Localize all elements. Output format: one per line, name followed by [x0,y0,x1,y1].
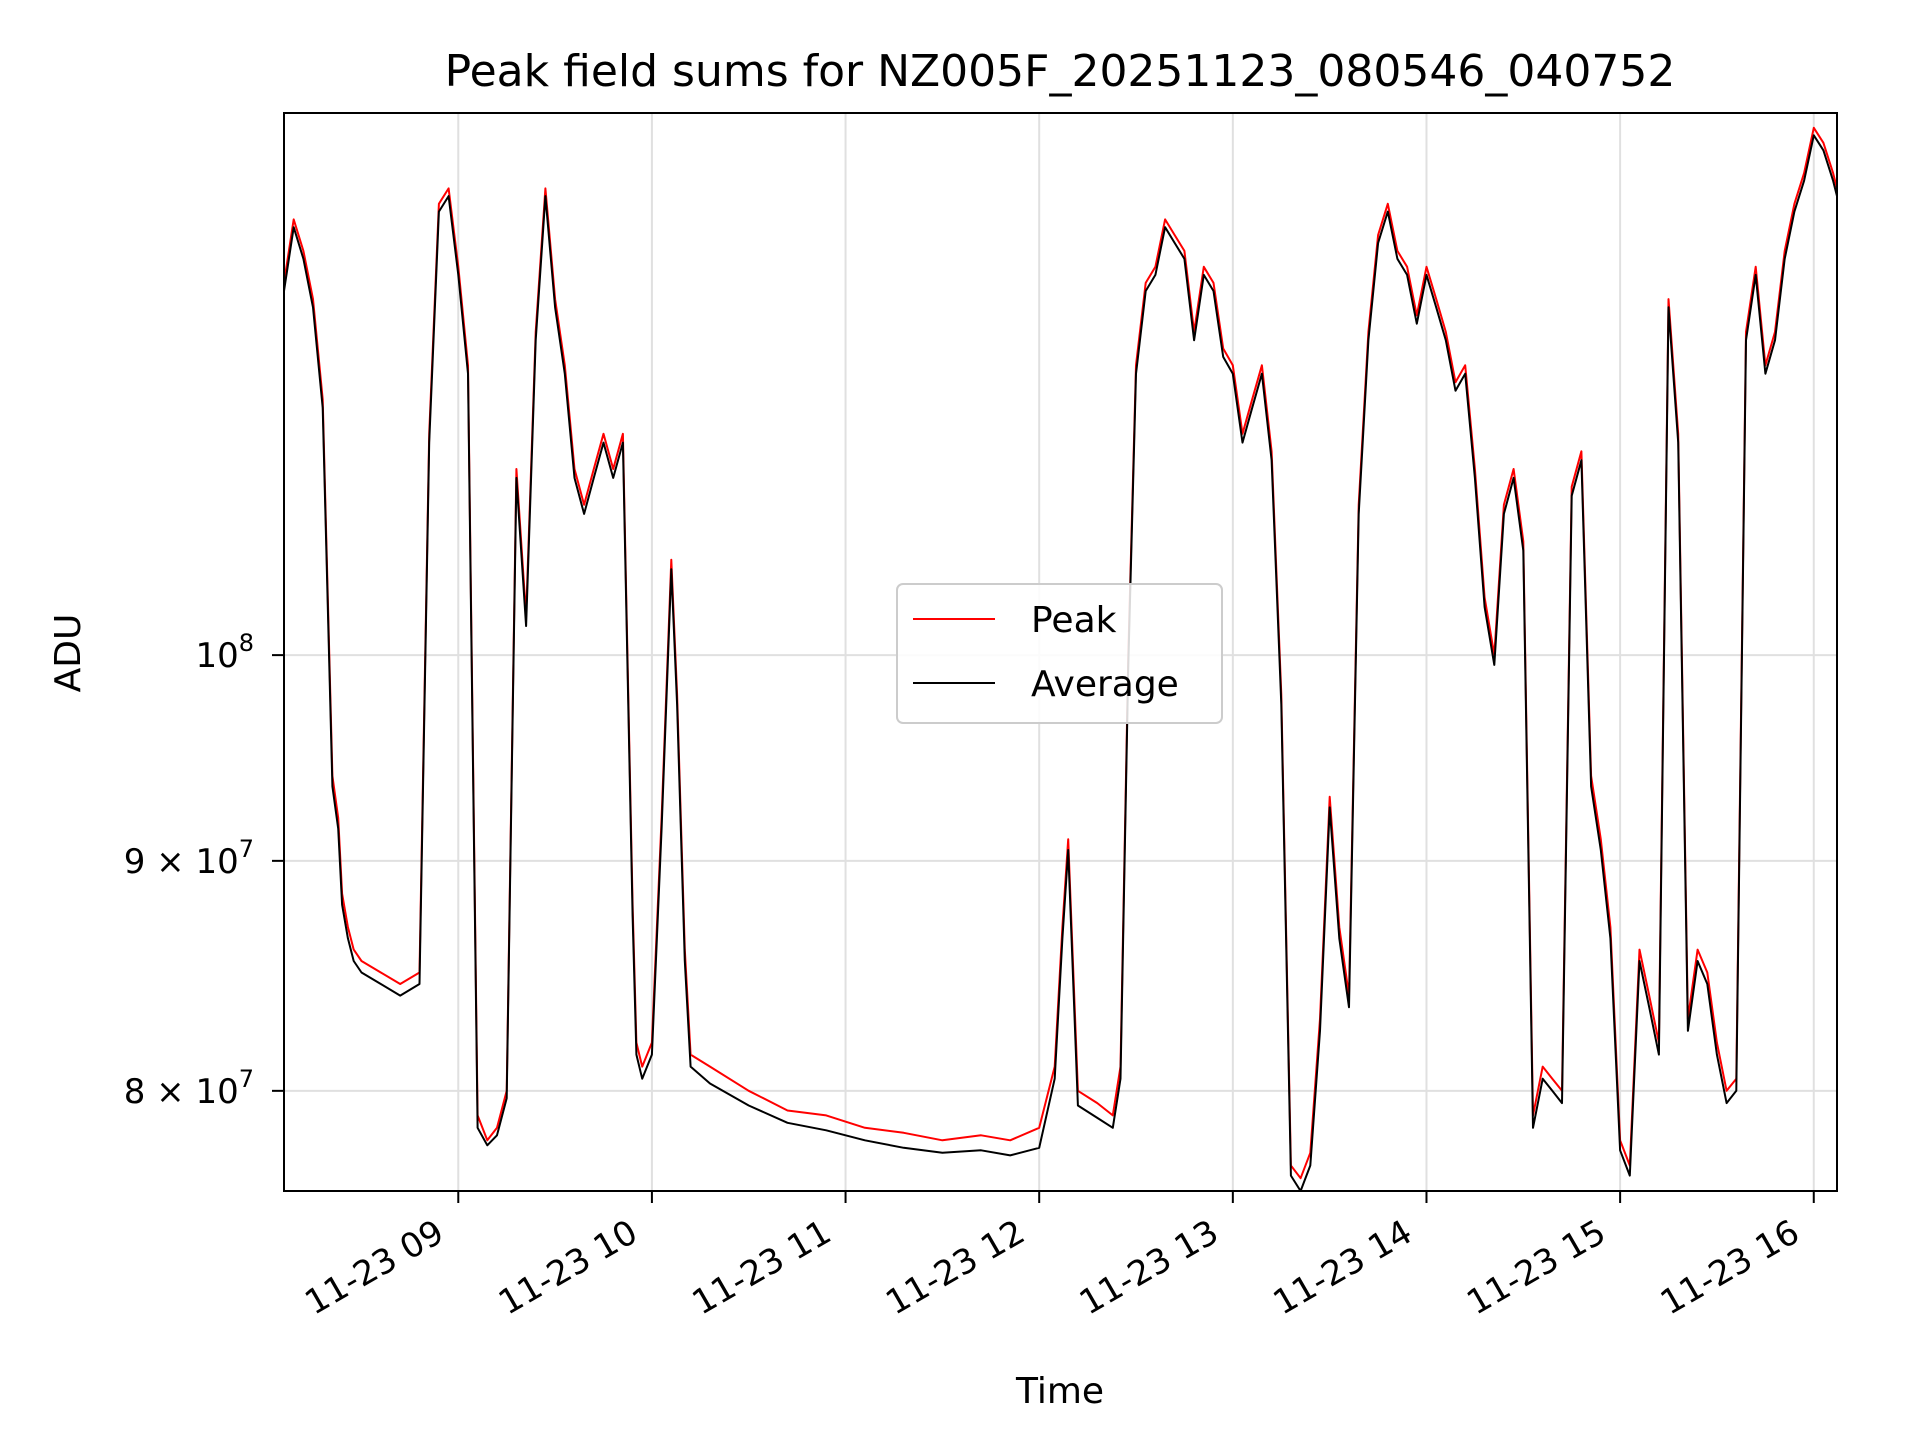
y-tick-label: 9 × 107 [124,835,254,882]
y-tick-label: 8 × 107 [124,1065,254,1112]
plot-frame [283,112,1838,1192]
y-tick-label: 108 [195,629,254,676]
legend: Peak Average [896,583,1223,724]
chart-title: Peak field sums for NZ005F_20251123_0805… [445,46,1676,97]
y-axis-label: ADU [48,614,89,693]
series-line-average [284,134,1837,1191]
x-axis-label: Time [1015,1371,1104,1412]
plot-area [284,126,1837,1191]
legend-label-average: Average [1031,664,1179,705]
legend-label-peak: Peak [1031,600,1117,641]
